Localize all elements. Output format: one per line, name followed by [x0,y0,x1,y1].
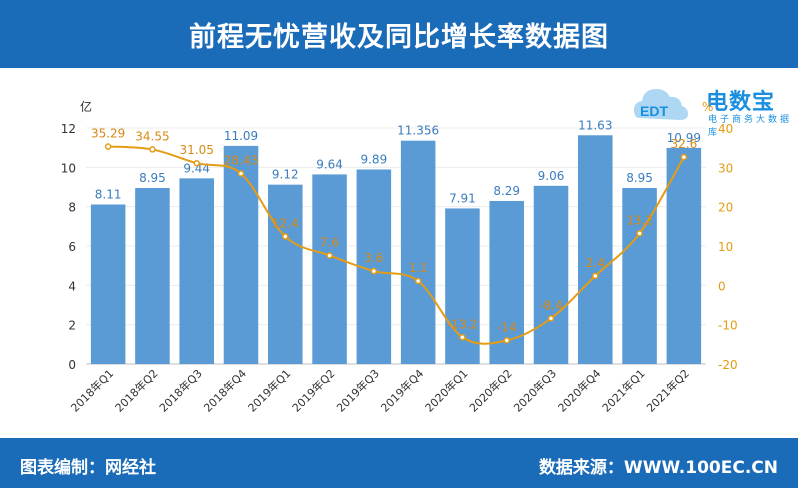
bar-label: 8.11 [95,188,122,202]
bar-label: 9.64 [316,157,343,171]
x-axis-tick: 2020年Q2 [466,366,515,415]
line-label: 2.4 [586,256,605,270]
bar [400,140,436,364]
footer: 图表编制：网经社 数据来源：WWW.100EC.CN [0,438,798,488]
x-axis-tick: 2020年Q4 [555,366,604,415]
x-axis-tick: 2018年Q4 [201,366,250,415]
footer-source: 数据来源：WWW.100EC.CN [538,458,778,478]
line-point [282,233,289,240]
line-label: 35.29 [91,127,125,141]
line-point [459,334,466,341]
bar [312,174,347,364]
line-label: 1.1 [409,261,428,275]
line-point [547,315,555,322]
bar [90,204,126,364]
right-axis-unit: % [702,100,713,114]
x-axis-tick: 2019年Q4 [378,366,427,415]
left-axis-tick: 4 [68,279,76,293]
line-point [636,230,643,237]
left-axis-tick: 8 [68,201,76,215]
line-label: 13.2 [626,213,653,227]
line-point [104,143,112,150]
bar-label: 8.95 [626,171,653,185]
line-label: 3.6 [364,251,383,265]
bar-label: 11.356 [397,124,439,138]
bar-label: 9.06 [538,169,565,183]
chart-title: 前程无忧营收及同比增长率数据图 [189,21,609,53]
bar-label: 7.91 [449,191,476,205]
bar [223,145,259,364]
chart: 024681012亿-20-10010203040%8.118.959.4411… [61,99,738,415]
x-axis-tick: 2019年Q3 [333,366,382,415]
right-axis-tick: 20 [718,201,733,215]
line-point [592,272,599,280]
x-axis-tick: 2018年Q1 [68,366,117,415]
left-axis-tick: 10 [61,161,76,175]
x-axis-tick: 2019年Q2 [289,366,338,415]
bar-label: 9.89 [360,152,387,166]
logo-subtitle: 电子商务大数据库 [708,115,793,138]
bar [533,185,569,364]
left-axis-tick: 12 [61,122,76,136]
bar-label: 11.63 [578,118,612,132]
bar [135,187,170,364]
left-axis-tick: 6 [68,240,76,254]
bar [445,208,480,364]
header: 前程无忧营收及同比增长率数据图 [0,0,798,68]
x-axis-tick: 2020年Q3 [511,366,560,415]
line-label: 28.43 [224,154,258,168]
x-axis-tick: 2018年Q2 [112,366,161,415]
logo-mark: EDT [640,103,668,119]
bar-label: 8.95 [139,171,166,185]
line-label: 7.6 [320,235,339,249]
right-axis-tick: -20 [718,358,738,372]
x-axis-tick: 2021年Q1 [599,366,648,415]
right-axis-tick: 10 [718,240,733,254]
right-axis-tick: 40 [718,122,733,136]
bar [179,178,214,364]
x-axis-tick: 2018年Q3 [156,366,205,415]
bar-label: 11.09 [224,129,258,143]
bar-label: 8.29 [493,184,520,198]
line-label: 31.05 [180,143,214,157]
line-point [680,153,688,161]
line-point [193,159,200,167]
line-point [503,337,510,344]
bar [268,184,303,364]
bar [666,147,702,364]
x-axis-tick: 2020年Q1 [422,366,471,415]
left-axis-unit: 亿 [80,99,92,114]
right-axis-tick: 0 [718,279,726,293]
line-point [237,170,245,177]
bar-label: 10.99 [667,131,701,145]
footer-credit: 图表编制：网经社 [20,458,156,478]
bar [578,135,613,364]
x-axis-tick: 2019年Q1 [245,366,294,415]
line-point [414,277,422,285]
edt-logo: EDT [634,89,688,120]
line-label: 12.4 [272,217,299,231]
right-axis-tick: 30 [718,161,733,175]
line-label: -8.4 [539,298,562,312]
line-label: 34.55 [135,129,169,143]
bar-label: 9.12 [272,168,299,182]
line-label: -14 [497,320,517,334]
left-axis-tick: 2 [68,319,76,333]
left-axis-tick: 0 [68,358,76,372]
line-point [370,267,378,275]
line-point [326,252,333,259]
line-label: -13.2 [447,317,478,331]
right-axis-tick: -10 [718,319,738,333]
line-point [149,146,156,153]
x-axis-tick: 2021年Q2 [643,366,692,415]
logo-name: 电数宝 [706,90,776,115]
line-label: 32.6 [670,137,697,151]
